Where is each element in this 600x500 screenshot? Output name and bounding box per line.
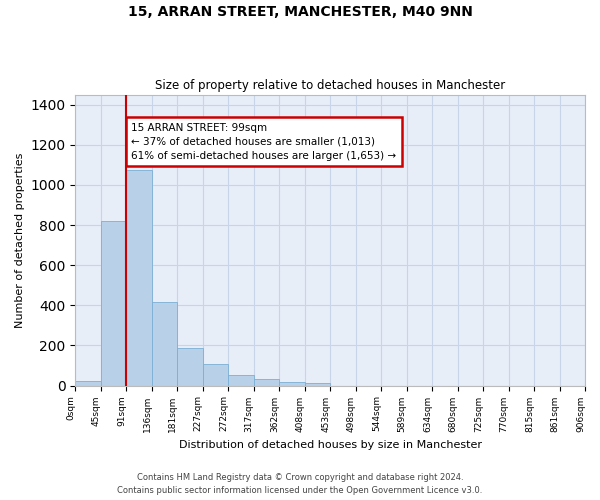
Bar xyxy=(279,382,305,386)
Text: 15 ARRAN STREET: 99sqm
← 37% of detached houses are smaller (1,013)
61% of semi-: 15 ARRAN STREET: 99sqm ← 37% of detached… xyxy=(131,122,397,160)
Bar xyxy=(178,348,203,386)
Bar xyxy=(305,382,330,386)
Bar xyxy=(152,302,178,386)
Title: Size of property relative to detached houses in Manchester: Size of property relative to detached ho… xyxy=(155,79,505,92)
Bar xyxy=(254,378,279,386)
X-axis label: Distribution of detached houses by size in Manchester: Distribution of detached houses by size … xyxy=(179,440,482,450)
Bar xyxy=(101,221,127,386)
Y-axis label: Number of detached properties: Number of detached properties xyxy=(15,152,25,328)
Bar xyxy=(76,380,101,386)
Bar xyxy=(228,374,254,386)
Text: 15, ARRAN STREET, MANCHESTER, M40 9NN: 15, ARRAN STREET, MANCHESTER, M40 9NN xyxy=(128,5,472,19)
Text: Contains HM Land Registry data © Crown copyright and database right 2024.
Contai: Contains HM Land Registry data © Crown c… xyxy=(118,473,482,495)
Bar xyxy=(203,364,228,386)
Bar xyxy=(127,170,152,386)
